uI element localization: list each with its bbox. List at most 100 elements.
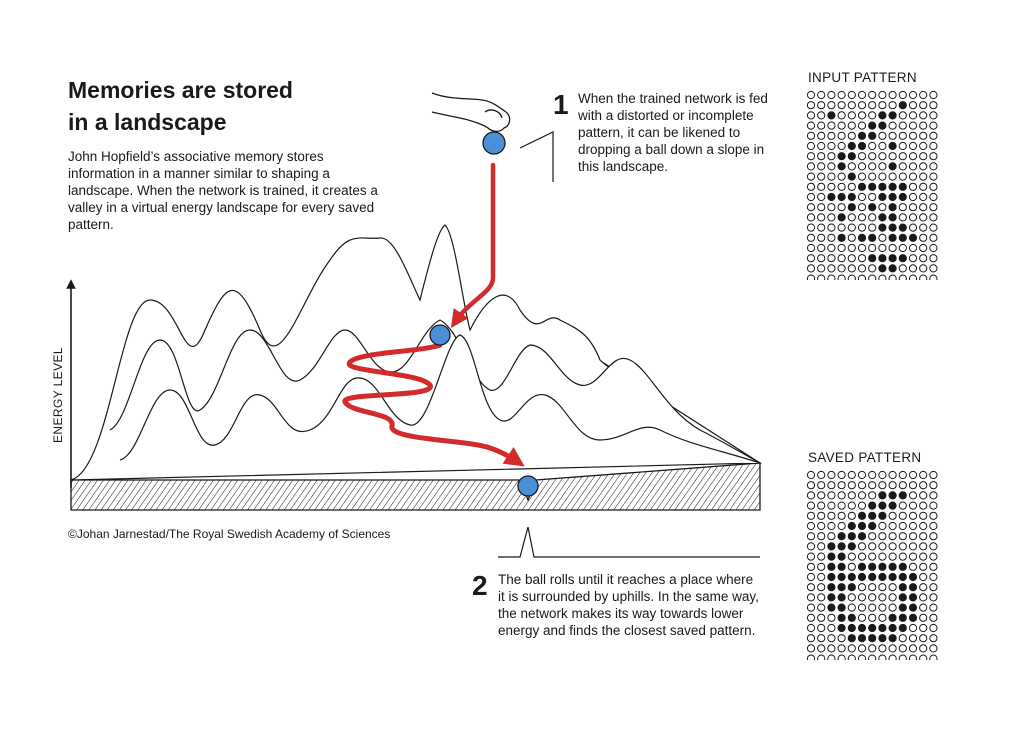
input-pattern-cell: [929, 192, 938, 202]
input-pattern-cell: [898, 233, 907, 242]
saved-pattern-cell: [908, 470, 918, 480]
saved-pattern-cell: [888, 562, 897, 571]
saved-pattern-cell: [827, 603, 836, 612]
input-pattern-cell: [857, 213, 867, 222]
input-pattern-cell: [919, 264, 928, 273]
input-pattern-cell: [888, 254, 897, 263]
saved-pattern-cell: [868, 511, 877, 520]
input-pattern-cell: [817, 152, 826, 161]
saved-pattern-cell: [888, 654, 897, 660]
saved-pattern-cell: [919, 603, 928, 612]
saved-pattern-cell: [827, 644, 836, 653]
saved-pattern-cell: [806, 491, 816, 500]
saved-pattern-cell: [929, 654, 938, 660]
saved-pattern-cell: [878, 552, 887, 561]
input-pattern-cell: [806, 141, 816, 151]
input-pattern-cell: [898, 101, 907, 110]
saved-pattern-cell: [868, 572, 877, 582]
saved-pattern-cell: [857, 593, 867, 602]
saved-pattern-cell: [806, 644, 816, 653]
saved-pattern-cell: [857, 521, 867, 531]
saved-pattern-cell: [817, 562, 826, 571]
saved-pattern-cell: [888, 603, 897, 612]
saved-pattern-cell: [908, 481, 918, 490]
input-pattern-cell: [827, 90, 836, 100]
saved-pattern-cell: [806, 552, 816, 561]
step-2-text: The ball rolls until it reaches a place …: [498, 572, 759, 638]
page-title: Memories are stored in a landscape: [68, 74, 368, 138]
saved-pattern-cell: [888, 572, 897, 582]
input-pattern-cell: [847, 203, 856, 212]
saved-pattern-cell: [868, 552, 877, 561]
saved-pattern-cell: [919, 654, 928, 660]
saved-pattern-cell: [868, 644, 877, 653]
saved-pattern-cell: [868, 593, 877, 602]
saved-pattern-cell: [929, 603, 938, 612]
saved-pattern-cell: [837, 501, 846, 510]
saved-pattern-cell: [908, 613, 918, 622]
input-pattern-cell: [878, 111, 887, 120]
input-pattern-cell: [837, 243, 846, 253]
input-pattern-cell: [817, 121, 826, 130]
saved-pattern-cell: [827, 542, 836, 551]
saved-pattern-cell: [919, 562, 928, 571]
saved-pattern-cell: [817, 470, 826, 480]
input-pattern-cell: [817, 203, 826, 212]
saved-pattern-cell: [857, 654, 867, 660]
saved-pattern-cell: [857, 501, 867, 510]
input-pattern-cell: [806, 203, 816, 212]
input-pattern-cell: [868, 131, 877, 140]
saved-pattern-cell: [847, 470, 856, 480]
saved-pattern-cell: [806, 593, 816, 602]
input-pattern-cell: [806, 131, 816, 140]
saved-pattern-cell: [929, 552, 938, 561]
saved-pattern-cell: [847, 644, 856, 653]
input-pattern-cell: [847, 213, 856, 222]
saved-pattern-cell: [919, 552, 928, 561]
saved-pattern-cell: [827, 521, 836, 531]
image-credit: ©Johan Jarnestad/The Royal Swedish Acade…: [68, 527, 391, 541]
saved-pattern-cell: [878, 491, 887, 500]
saved-pattern-cell: [857, 491, 867, 500]
input-pattern-cell: [857, 203, 867, 212]
input-pattern-cell: [919, 152, 928, 161]
saved-pattern-cell: [878, 634, 887, 643]
saved-pattern-cell: [929, 481, 938, 490]
saved-pattern-cell: [919, 644, 928, 653]
saved-pattern-cell: [919, 634, 928, 643]
saved-pattern-cell: [827, 470, 836, 480]
input-pattern-cell: [817, 233, 826, 242]
input-pattern-cell: [868, 213, 877, 222]
saved-pattern-cell: [806, 613, 816, 622]
input-pattern-cell: [847, 90, 856, 100]
saved-pattern-cell: [868, 654, 877, 660]
input-pattern-cell: [929, 172, 938, 181]
saved-pattern-cell: [908, 542, 918, 551]
input-pattern-cell: [898, 162, 907, 171]
saved-pattern-cell: [868, 542, 877, 551]
input-pattern-cell: [898, 223, 907, 232]
input-pattern-cell: [898, 254, 907, 263]
input-pattern-cell: [827, 182, 836, 191]
saved-pattern-cell: [847, 542, 856, 551]
input-pattern-cell: [898, 213, 907, 222]
input-pattern-cell: [878, 192, 887, 202]
saved-pattern-cell: [857, 634, 867, 643]
saved-pattern-cell: [898, 593, 907, 602]
saved-pattern-cell: [847, 511, 856, 520]
input-pattern-cell: [868, 121, 877, 130]
input-pattern-cell: [827, 203, 836, 212]
input-pattern-cell: [929, 131, 938, 140]
input-pattern-cell: [806, 274, 816, 280]
saved-pattern-cell: [908, 552, 918, 561]
input-pattern-cell: [868, 182, 877, 191]
saved-pattern-cell: [898, 562, 907, 571]
input-pattern-cell: [837, 121, 846, 130]
input-pattern-cell: [908, 111, 918, 120]
input-pattern-cell: [919, 203, 928, 212]
saved-pattern-cell: [868, 583, 877, 592]
saved-pattern-cell: [806, 634, 816, 643]
input-pattern-cell: [847, 111, 856, 120]
saved-pattern-cell: [929, 532, 938, 541]
input-pattern-cell: [908, 192, 918, 202]
